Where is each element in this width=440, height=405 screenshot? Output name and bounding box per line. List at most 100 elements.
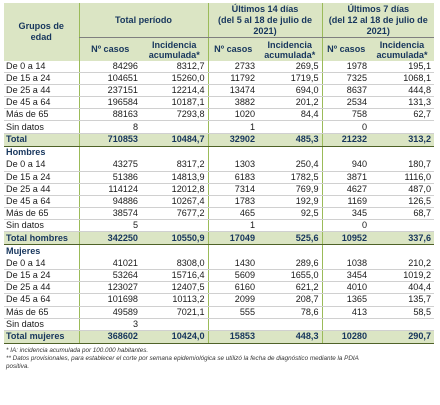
cell-ult14-incidencia: 250,4 <box>258 159 323 172</box>
cell-total-incidencia: 7021,1 <box>141 306 209 319</box>
cell-ult14-casos: 11792 <box>207 72 259 86</box>
row-label: De 15 a 24 <box>4 269 79 283</box>
cell-ult7-casos: 1038 <box>321 257 371 271</box>
cell-total-incidencia: 10187,1 <box>141 96 209 110</box>
table-body: De 0 a 14 84296 8312,7 2733 269,5 1978 195,1 De… <box>4 60 435 344</box>
table-row: De 0 a 14 41021 8308,0 1430 289,6 1038 210,2 <box>4 257 435 271</box>
cell-total-incidencia: 8312,7 <box>141 60 209 74</box>
empty-cell <box>207 146 259 160</box>
table-row: Más de 65 49589 7021,1 555 78,6 413 58,5 <box>4 306 435 319</box>
cell-total-casos: 342250 <box>78 231 141 246</box>
row-label: De 45 a 64 <box>4 293 79 307</box>
footnote-provisional: ** Datos provisionales, para establecer … <box>6 354 359 362</box>
cell-total-casos: 104651 <box>78 72 141 86</box>
header-ultimos-7-dias: Últimos 7 días (del 12 al 18 de julio de… <box>321 3 435 38</box>
empty-cell <box>258 245 322 258</box>
cell-total-casos: 196584 <box>78 96 141 110</box>
total-row: Total 710853 10484,7 32902 485,3 21232 313,2 <box>4 132 435 147</box>
cell-total-casos: 53264 <box>78 269 141 283</box>
cell-ult7-casos: 8637 <box>321 84 371 98</box>
cell-ult7-incidencia: 58,5 <box>370 306 435 319</box>
cell-ult7-incidencia: 180,7 <box>370 159 435 172</box>
table-row: Más de 65 38574 7677,2 465 92,5 345 68,7 <box>4 207 435 221</box>
cell-ult14-incidencia: 78,6 <box>258 306 323 319</box>
empty-cell <box>321 146 371 160</box>
row-label: Total <box>4 132 79 147</box>
cell-total-casos: 8 <box>78 120 141 134</box>
table-row: De 45 a 64 196584 10187,1 3882 201,2 2534 131,… <box>4 96 435 110</box>
header-incidencia-line1: Incidencia <box>267 39 312 50</box>
header-n-casos: Nº casos <box>207 37 259 61</box>
cell-total-casos: 101698 <box>78 293 141 307</box>
cell-ult14-casos: 1 <box>207 219 259 233</box>
cell-total-incidencia: 14813,9 <box>141 171 209 184</box>
cell-ult7-casos: 345 <box>321 207 371 221</box>
cell-ult7-casos: 10952 <box>321 231 371 246</box>
table-row: De 0 a 14 84296 8312,7 2733 269,5 1978 195,1 <box>4 60 435 74</box>
empty-cell <box>258 146 322 159</box>
cell-ult14-casos: 17049 <box>207 231 259 246</box>
cell-ult7-casos: 4627 <box>321 183 371 196</box>
cell-total-incidencia <box>141 120 209 134</box>
cell-total-incidencia: 10267,4 <box>141 195 209 208</box>
cell-ult7-incidencia: 1019,2 <box>370 269 435 283</box>
cell-ult14-incidencia: 1782,5 <box>258 171 323 184</box>
cell-total-casos: 237151 <box>78 84 141 98</box>
table-row: De 25 a 44 237151 12214,4 13474 694,0 8637 444… <box>4 84 435 98</box>
cell-total-incidencia <box>141 219 209 233</box>
cell-ult7-incidencia <box>370 219 435 233</box>
footnote-provisional-cont: positiva. <box>6 363 30 371</box>
table-row: De 25 a 44 114124 12012,8 7314 769,9 4627 487,… <box>4 183 435 196</box>
cell-ult14-casos: 1 <box>207 120 259 134</box>
row-label: De 0 a 14 <box>4 60 79 74</box>
cell-ult14-casos: 1430 <box>207 257 259 271</box>
table-row: De 0 a 14 43275 8317,2 1303 250,4 940 180,7 <box>4 159 435 172</box>
cell-ult7-incidencia: 68,7 <box>370 207 435 221</box>
cell-ult7-incidencia: 195,1 <box>370 60 435 74</box>
empty-cell <box>78 244 141 258</box>
table-row: Sin datos 5 1 0 <box>4 219 435 233</box>
cell-ult14-casos: 6160 <box>207 281 259 295</box>
row-label: De 25 a 44 <box>4 84 79 98</box>
row-label: Más de 65 <box>4 306 79 319</box>
table-row: De 25 a 44 123027 12407,5 6160 621,2 4010 404,… <box>4 281 435 295</box>
header-14-line1: Últimos 14 días <box>231 4 299 14</box>
covid-cases-table: Grupos de edad Total período Últimos 14 … <box>4 3 435 344</box>
cell-ult14-casos: 5609 <box>207 269 259 283</box>
cell-total-casos: 114124 <box>78 183 141 196</box>
cell-ult7-incidencia: 135,7 <box>370 293 435 307</box>
cell-total-casos: 41021 <box>78 257 141 271</box>
row-label: Más de 65 <box>4 108 79 122</box>
table-row: De 15 a 24 104651 15260,0 11792 1719,5 7325 10… <box>4 72 435 86</box>
empty-cell <box>141 146 208 159</box>
cell-ult7-incidencia: 131,3 <box>370 96 435 110</box>
row-label: Sin datos <box>4 219 79 233</box>
empty-cell <box>78 146 141 160</box>
cell-ult7-casos: 3454 <box>321 269 371 283</box>
cell-total-casos: 49589 <box>78 306 141 319</box>
cell-ult14-casos: 3882 <box>207 96 259 110</box>
cell-ult14-incidencia: 84,4 <box>258 108 323 122</box>
cell-total-casos: 5 <box>78 219 141 233</box>
cell-total-casos: 123027 <box>78 281 141 295</box>
cell-ult7-casos <box>321 318 371 331</box>
cell-ult14-incidencia: 769,9 <box>258 183 323 196</box>
cell-total-casos: 710853 <box>78 132 141 147</box>
empty-cell <box>141 245 208 258</box>
cell-ult7-incidencia: 404,4 <box>370 281 435 295</box>
cell-ult14-casos: 2099 <box>207 293 259 307</box>
header-grupos-line1: Grupos de <box>18 20 64 31</box>
cell-ult7-casos: 7325 <box>321 72 371 86</box>
cell-total-incidencia: 7293,8 <box>141 108 209 122</box>
table-row: Sin datos 3 <box>4 318 435 331</box>
cell-ult7-casos: 21232 <box>321 132 371 147</box>
cell-total-casos: 43275 <box>78 159 141 172</box>
cell-ult14-incidencia: 269,5 <box>258 60 323 74</box>
section-title: Hombres <box>6 147 46 158</box>
row-label: De 45 a 64 <box>4 96 79 110</box>
cell-ult14-casos: 6183 <box>207 171 259 184</box>
cell-ult7-incidencia: 337,6 <box>370 231 435 246</box>
cell-ult14-casos: 1303 <box>207 159 259 172</box>
cell-total-incidencia: 10484,7 <box>141 132 209 147</box>
header-incidencia-line2: acumulada* <box>376 49 428 60</box>
